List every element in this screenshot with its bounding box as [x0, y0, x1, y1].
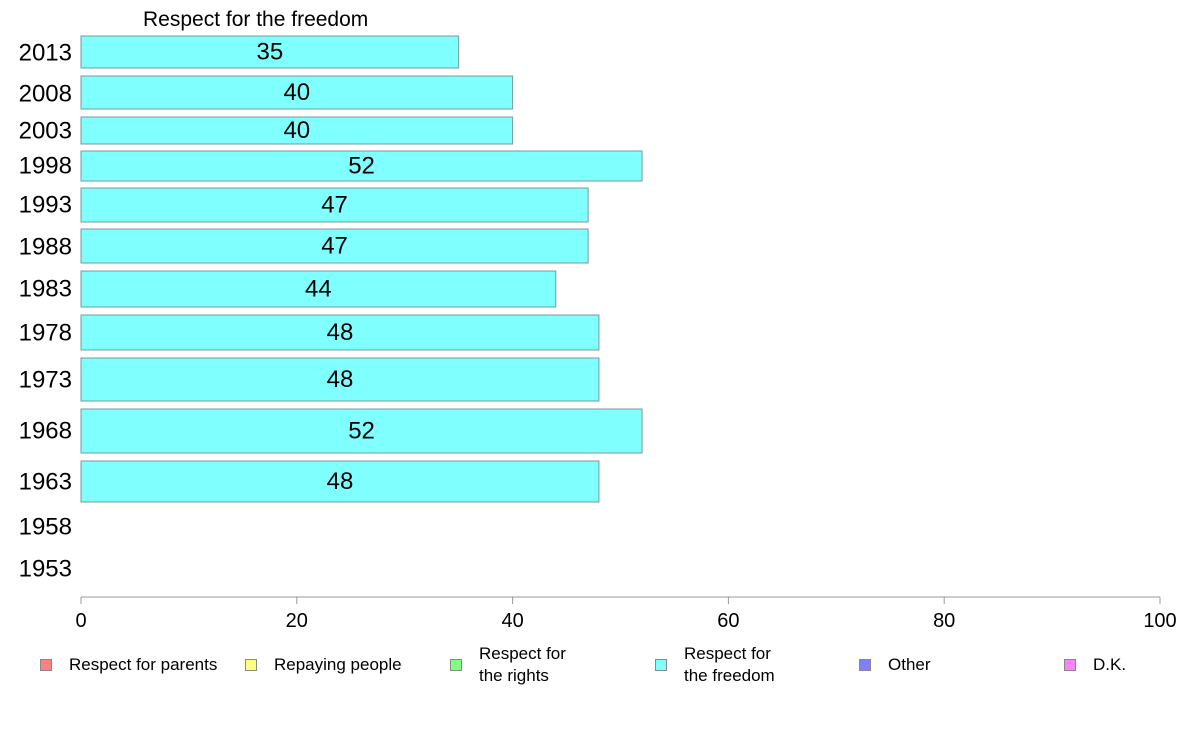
legend-item-respect-for-parents: Respect for parents: [40, 654, 217, 676]
bar-2003: [80, 116, 514, 145]
data-label: 48: [327, 366, 354, 393]
data-label: 52: [348, 417, 375, 444]
y-tick-label: 1958: [19, 513, 72, 540]
data-label: 52: [348, 152, 375, 179]
legend-item-respect-for-the-rights: Respect for the rights: [450, 643, 566, 687]
legend-item-repaying-people: Repaying people: [245, 654, 402, 676]
x-tick-label: 20: [286, 610, 308, 632]
bar-2013: [80, 35, 460, 69]
legend-swatch: [859, 659, 871, 671]
x-tick-label: 60: [717, 610, 739, 632]
y-tick-label: 2013: [19, 39, 72, 66]
x-tick-label: 80: [933, 610, 955, 632]
y-tick-label: 2003: [19, 117, 72, 144]
x-tick-label: 40: [501, 610, 523, 632]
legend-swatch: [40, 659, 52, 671]
y-tick-label: 1978: [19, 319, 72, 346]
data-label: 35: [256, 38, 283, 65]
bar-1973: [80, 357, 600, 402]
bar-chart: Respect for the freedom 3540405247474448…: [19, 8, 1177, 632]
chart-title: Respect for the freedom: [143, 8, 368, 31]
y-tick-label: 1998: [19, 152, 72, 179]
bar-1993: [80, 187, 589, 223]
legend-item-respect-for-the-freedom: Respect for the freedom: [655, 643, 775, 687]
bar-1988: [80, 228, 589, 264]
bar-1998: [80, 150, 643, 182]
x-axis: 0 20 40 60 80 100: [75, 596, 1177, 632]
bar-1963: [80, 460, 600, 503]
legend-swatch: [1064, 659, 1076, 671]
legend-item-dk: D.K.: [1064, 654, 1126, 676]
legend-swatch: [245, 659, 257, 671]
legend-label: Respect for parents: [69, 655, 218, 674]
data-label: 47: [321, 232, 348, 259]
data-label: 44: [305, 275, 332, 302]
legend-swatch: [655, 659, 667, 671]
y-tick-label: 1993: [19, 191, 72, 218]
y-axis-labels: 2013 2008 2003 1998 1993 1988 1983 1978 1973 1968…: [19, 39, 72, 582]
data-label: 48: [327, 319, 354, 346]
legend-item-other: Other: [859, 654, 931, 676]
data-label: 40: [283, 117, 310, 144]
y-tick-label: 1963: [19, 468, 72, 495]
legend-label: Other: [888, 655, 931, 674]
data-label: 47: [321, 191, 348, 218]
legend-label: Repaying people: [274, 655, 402, 674]
data-label: 48: [327, 468, 354, 495]
bar-1978: [80, 314, 600, 351]
bar-1968: [80, 408, 643, 454]
y-tick-label: 1973: [19, 366, 72, 393]
x-tick-label: 100: [1143, 610, 1176, 632]
y-tick-label: 1953: [19, 555, 72, 582]
bar-2008: [80, 75, 514, 110]
legend-swatch: [450, 659, 462, 671]
y-tick-label: 1988: [19, 233, 72, 260]
y-tick-label: 1968: [19, 417, 72, 444]
bar-1983: [80, 270, 557, 308]
y-tick-label: 1983: [19, 275, 72, 302]
data-label: 40: [283, 79, 310, 106]
legend-label: Respect for the rights: [479, 644, 566, 685]
x-tick-label: 0: [75, 610, 86, 632]
legend-label: D.K.: [1093, 655, 1127, 674]
legend-label: Respect for the freedom: [684, 644, 775, 685]
legend: Respect for parents Repaying people Resp…: [0, 640, 1188, 700]
y-tick-label: 2008: [19, 80, 72, 107]
